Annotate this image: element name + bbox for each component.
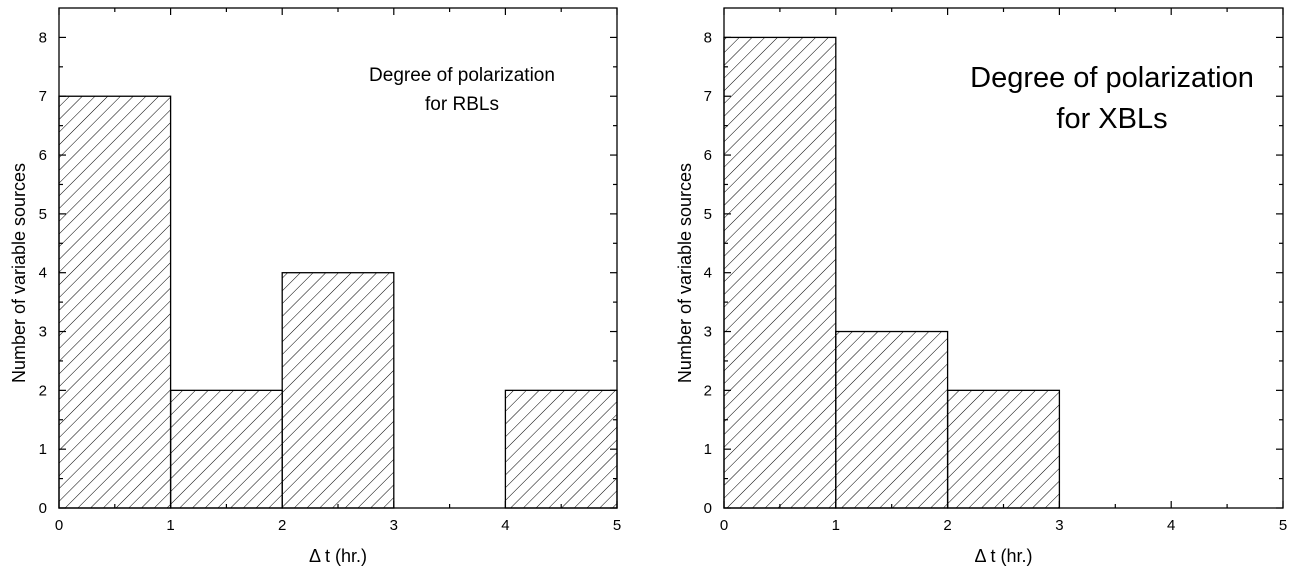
rbl-y-tick-label: 8 [39,29,47,46]
xbl-y-tick-label: 7 [704,88,712,105]
rbl-chart-title-line-2: for RBLs [425,94,499,115]
rbl-histogram-panel: 0 1 2 3 4 5 0 1 2 3 4 5 6 7 8 Degree of polarization f… [9,7,621,566]
xbl-x-tick-label: 5 [1279,517,1287,534]
xbl-x-tick-label: 2 [943,517,951,534]
xbl-y-tick-label: 1 [704,441,712,458]
rbl-bar-0 [58,95,172,509]
rbl-y-tick-label: 5 [39,206,47,223]
xbl-histogram-panel: 0 1 2 3 4 5 0 1 2 3 4 5 6 7 8 Degree of polarization f… [675,7,1287,566]
rbl-y-tick-label: 0 [39,500,47,517]
rbl-x-axis-label: Δ t (hr.) [309,546,367,566]
xbl-x-axis-label: Δ t (hr.) [974,546,1032,566]
xbl-bar-2 [946,389,1061,509]
xbl-y-tick-label: 0 [704,500,712,517]
xbl-x-tick-label: 3 [1055,517,1063,534]
rbl-y-tick-label: 3 [39,324,47,341]
rbl-x-tick-label: 1 [166,517,174,534]
xbl-y-tick-label: 6 [704,147,712,164]
rbl-bar-1 [169,389,283,509]
rbl-bars [58,95,618,509]
xbl-bars [723,36,1061,509]
xbl-y-axis-label: Number of variable sources [675,163,695,383]
xbl-x-tick-label: 4 [1167,517,1175,534]
rbl-y-tick-label: 4 [39,265,47,282]
xbl-bar-0 [723,36,837,509]
xbl-y-tick-label: 5 [704,206,712,223]
xbl-chart-title-line-1: Degree of polarization [970,62,1254,94]
rbl-x-tick-label: 0 [55,517,63,534]
xbl-chart-title-line-2: for XBLs [1056,103,1167,135]
xbl-y-tick-label: 8 [704,29,712,46]
rbl-x-tick-label: 2 [278,517,286,534]
rbl-y-tick-label: 7 [39,88,47,105]
rbl-y-axis-label: Number of variable sources [9,163,29,383]
rbl-ticks: 0 1 2 3 4 5 0 1 2 3 4 5 6 7 8 [39,8,621,534]
xbl-y-tick-label: 2 [704,382,712,399]
rbl-x-tick-label: 5 [613,517,621,534]
rbl-y-tick-label: 1 [39,441,47,458]
rbl-y-tick-label: 6 [39,147,47,164]
xbl-bar-1 [835,330,949,509]
rbl-chart-title-line-1: Degree of polarization [369,65,555,86]
xbl-ticks: 0 1 2 3 4 5 0 1 2 3 4 5 6 7 8 [704,8,1287,534]
rbl-bar-2 [281,272,395,509]
xbl-y-tick-label: 3 [704,324,712,341]
rbl-x-tick-label: 3 [390,517,398,534]
xbl-y-tick-label: 4 [704,265,712,282]
xbl-x-tick-label: 1 [832,517,840,534]
rbl-x-tick-label: 4 [501,517,509,534]
rbl-bar-4 [504,389,618,509]
rbl-y-tick-label: 2 [39,382,47,399]
xbl-x-tick-label: 0 [720,517,728,534]
